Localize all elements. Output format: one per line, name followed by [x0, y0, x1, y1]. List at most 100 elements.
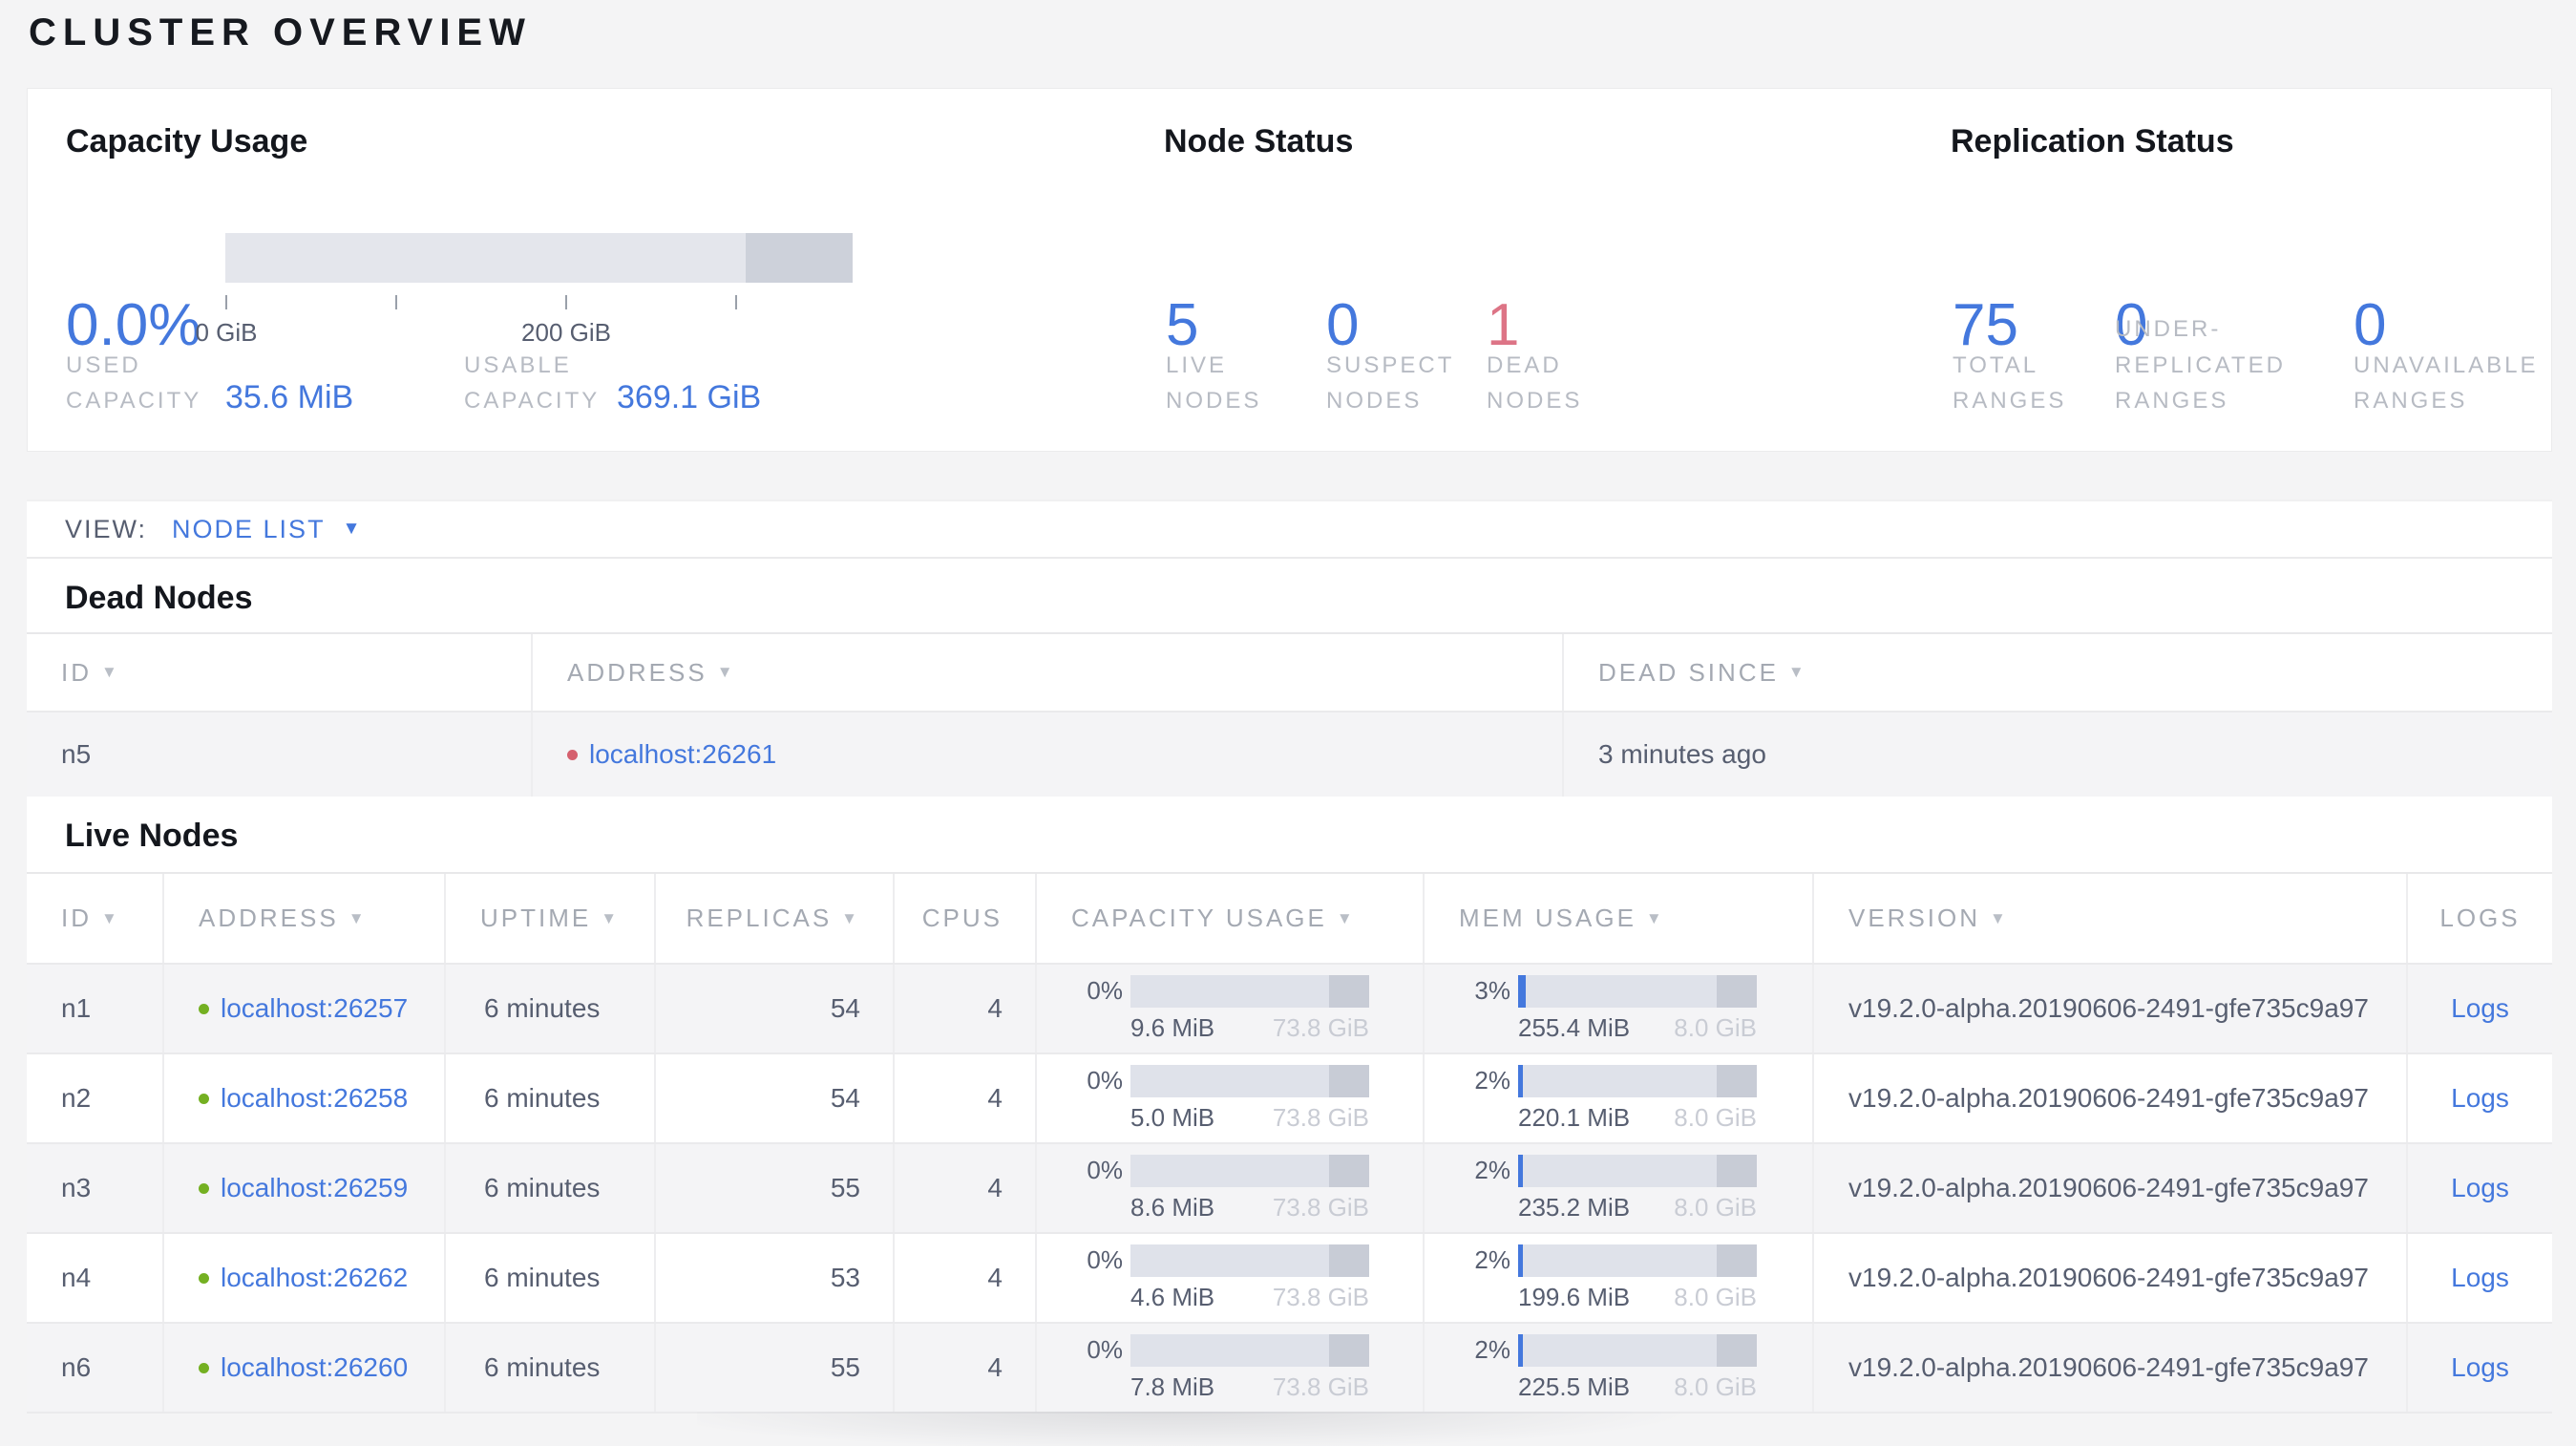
dead-nodes-count: 1: [1487, 292, 1520, 358]
total-ranges-count: 75: [1953, 292, 2018, 358]
dead-node-id: n5: [27, 712, 533, 797]
view-label: VIEW:: [65, 514, 148, 543]
under-replicated-label: UNDER-REPLICATED RANGES: [2115, 316, 2286, 414]
dead-col-dead-since-label: DEAD SINCE: [1598, 657, 1779, 687]
mem-mini-bar: [1518, 1154, 1757, 1187]
capacity-mini-bar: [1130, 1064, 1369, 1097]
live-node-row: n4 localhost:26262 6 minutes 53 4 0% 4.6…: [27, 1232, 2552, 1322]
live-status-dot-icon: [199, 1182, 209, 1194]
mem-total-value: 8.0 GiB: [1674, 1012, 1757, 1042]
mem-used-value: 220.1 MiB: [1518, 1102, 1631, 1132]
live-node-capacity-cell: 0% 9.6 MiB 73.8 GiB: [1037, 965, 1425, 1053]
live-node-address-cell: localhost:26260: [164, 1324, 446, 1412]
live-node-address-link[interactable]: localhost:26257: [221, 993, 409, 1023]
unavailable-count: 0: [2354, 292, 2387, 358]
capacity-total-value: 73.8 GiB: [1272, 1102, 1369, 1132]
logs-link[interactable]: Logs: [2451, 1352, 2509, 1382]
used-capacity-value: 35.6 MiB: [225, 379, 354, 415]
live-node-row: n1 localhost:26257 6 minutes 54 4 0% 9.6…: [27, 963, 2552, 1053]
capacity-used-value: 5.0 MiB: [1130, 1102, 1215, 1132]
dead-node-dead-since: 3 minutes ago: [1598, 739, 1766, 769]
live-col-version[interactable]: VERSION ▼: [1814, 874, 2408, 963]
capacity-percent-label: 0%: [1087, 1156, 1123, 1184]
mem-total-value: 8.0 GiB: [1674, 1282, 1757, 1311]
axis-tick: [735, 295, 737, 309]
live-node-id: n1: [27, 965, 164, 1053]
live-node-uptime: 6 minutes: [446, 1054, 656, 1142]
chevron-down-icon[interactable]: ▼: [342, 519, 361, 539]
mem-bar-fill: [1518, 1333, 1523, 1367]
live-col-cpus[interactable]: CPUS: [895, 874, 1037, 963]
mem-bar-fill: [1518, 1154, 1523, 1187]
live-node-address-link[interactable]: localhost:26258: [221, 1083, 409, 1113]
live-col-mem[interactable]: MEM USAGE ▼: [1425, 874, 1814, 963]
mem-bar-fill: [1518, 1064, 1523, 1097]
dead-col-address[interactable]: ADDRESS ▼: [533, 634, 1564, 711]
logs-link[interactable]: Logs: [2451, 1173, 2509, 1202]
live-node-uptime: 6 minutes: [446, 1324, 656, 1412]
sort-arrow-icon: ▼: [348, 908, 368, 927]
live-node-replicas: 53: [656, 1234, 895, 1322]
logs-link[interactable]: Logs: [2451, 1083, 2509, 1113]
live-node-address-cell: localhost:26257: [164, 965, 446, 1053]
live-col-uptime[interactable]: UPTIME ▼: [446, 874, 656, 963]
live-col-logs: LOGS: [2408, 874, 2552, 963]
dead-col-address-label: ADDRESS: [567, 657, 707, 687]
view-dropdown[interactable]: NODE LIST: [172, 514, 326, 543]
capacity-percent: 0.0%: [66, 292, 201, 358]
dead-node-row: n5 localhost:26261 3 minutes ago: [27, 711, 2552, 797]
live-node-cpus: 4: [895, 1234, 1037, 1322]
mem-bar-fill: [1518, 1244, 1523, 1277]
live-col-replicas[interactable]: REPLICAS ▼: [656, 874, 895, 963]
live-node-replicas: 54: [656, 1054, 895, 1142]
live-node-id: n2: [27, 1054, 164, 1142]
dead-col-id[interactable]: ID ▼: [27, 634, 533, 711]
bottom-shadow: [697, 1412, 2053, 1446]
dead-nodes-heading: Dead Nodes: [65, 580, 253, 616]
mem-bar-other-segment: [1717, 974, 1757, 1008]
logs-link[interactable]: Logs: [2451, 1263, 2509, 1292]
live-nodes-count: 5: [1166, 292, 1199, 358]
live-node-cpus: 4: [895, 965, 1037, 1053]
mem-percent-label: 2%: [1474, 1245, 1510, 1274]
live-node-mem-cell: 3% 255.4 MiB 8.0 GiB: [1425, 965, 1814, 1053]
live-node-address-link[interactable]: localhost:26260: [221, 1352, 409, 1382]
live-node-mem-cell: 2% 220.1 MiB 8.0 GiB: [1425, 1054, 1814, 1142]
summary-card: Capacity Usage 0.0% 0 GiB 200 GiB USED C…: [27, 88, 2552, 452]
live-node-uptime: 6 minutes: [446, 1234, 656, 1322]
live-node-address-cell: localhost:26258: [164, 1054, 446, 1142]
capacity-total-value: 73.8 GiB: [1272, 1282, 1369, 1311]
live-node-logs-cell: Logs: [2408, 965, 2552, 1053]
axis-tick: [395, 295, 397, 309]
sort-arrow-icon: ▼: [716, 663, 736, 681]
capacity-used-value: 4.6 MiB: [1130, 1282, 1215, 1311]
live-col-address[interactable]: ADDRESS ▼: [164, 874, 446, 963]
suspect-nodes-count: 0: [1326, 292, 1360, 358]
live-node-id: n3: [27, 1144, 164, 1232]
axis-tick: [225, 295, 227, 309]
live-node-row: n3 localhost:26259 6 minutes 55 4 0% 8.6…: [27, 1142, 2552, 1232]
live-col-id[interactable]: ID ▼: [27, 874, 164, 963]
live-col-address-label: ADDRESS: [199, 904, 339, 932]
live-node-replicas: 55: [656, 1144, 895, 1232]
mem-used-value: 225.5 MiB: [1518, 1372, 1631, 1401]
dead-col-dead-since[interactable]: DEAD SINCE ▼: [1564, 634, 2552, 711]
live-node-address-link[interactable]: localhost:26259: [221, 1173, 409, 1202]
sort-arrow-icon: ▼: [1990, 908, 2009, 927]
live-node-cpus: 4: [895, 1144, 1037, 1232]
dead-col-id-label: ID: [61, 657, 92, 687]
live-col-capacity[interactable]: CAPACITY USAGE ▼: [1037, 874, 1425, 963]
mem-percent-label: 2%: [1474, 1335, 1510, 1364]
mem-bar-other-segment: [1717, 1154, 1757, 1187]
dead-node-address-link[interactable]: localhost:26261: [589, 739, 777, 769]
live-node-address-link[interactable]: localhost:26262: [221, 1263, 409, 1292]
live-nodes-table-header: ID ▼ ADDRESS ▼ UPTIME ▼ REPLICAS ▼ CPUS …: [27, 872, 2552, 963]
mem-total-value: 8.0 GiB: [1674, 1372, 1757, 1401]
live-col-mem-label: MEM USAGE: [1459, 904, 1636, 932]
live-col-replicas-label: REPLICAS: [686, 904, 833, 932]
sort-arrow-icon: ▼: [1645, 908, 1665, 927]
logs-link[interactable]: Logs: [2451, 993, 2509, 1023]
capacity-bar-other-segment: [1329, 1244, 1369, 1277]
dead-nodes-table-header: ID ▼ ADDRESS ▼ DEAD SINCE ▼: [27, 632, 2552, 711]
